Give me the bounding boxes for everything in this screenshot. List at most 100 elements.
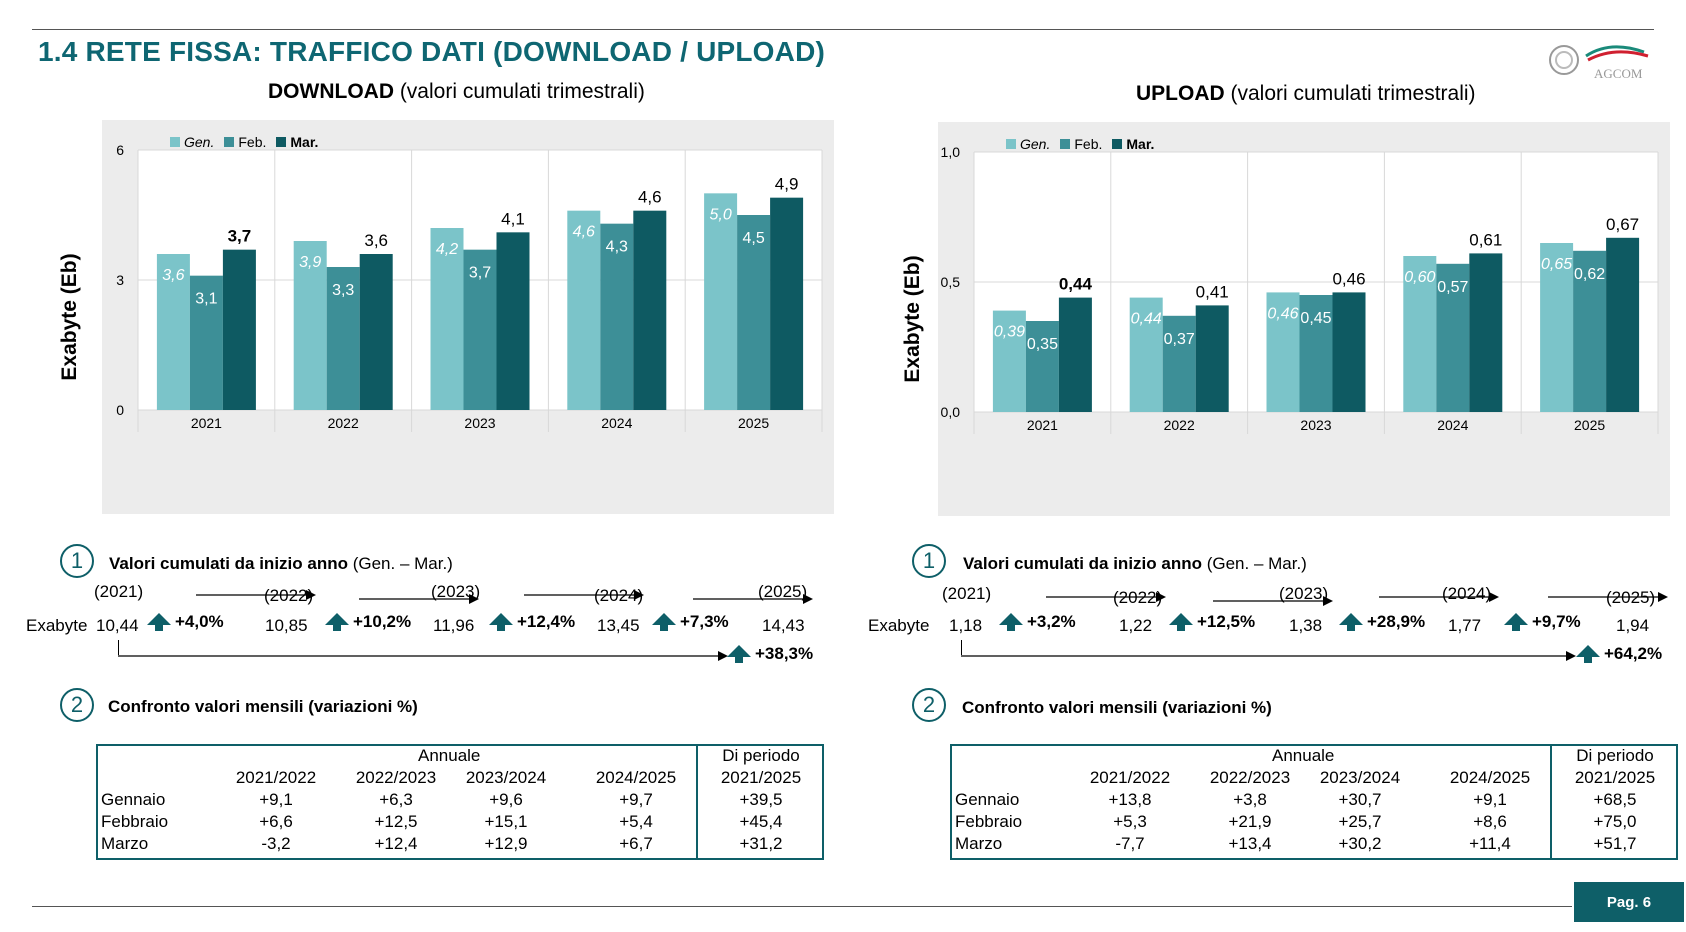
data-label: 0,39: [994, 324, 1025, 341]
bar-mar-2025: [1606, 237, 1640, 412]
agcom-logo: AGCOM: [1549, 45, 1649, 81]
bar-feb-2023: [463, 249, 497, 410]
upload-ylabel: Exabyte (Eb): [901, 255, 924, 383]
bar-feb-2021: [189, 275, 223, 410]
download-section1-title: Valori cumulati da inizio anno (Gen. – M…: [109, 554, 453, 573]
data-label: 0,62: [1574, 266, 1605, 283]
right-arrow-icon: [196, 590, 316, 600]
table-cell: +51,7: [1593, 834, 1637, 853]
upload-change: +12,5%: [1168, 612, 1255, 632]
bar-mar-2024: [1469, 253, 1503, 412]
table-cell: +13,4: [1228, 834, 1272, 853]
upload-subtitle: UPLOAD (valori cumulati trimestrali): [1136, 82, 1476, 105]
legend-swatch-gen: [1006, 139, 1016, 149]
table-cell: +6,7: [619, 834, 653, 853]
change-value: +4,0%: [175, 612, 224, 631]
bar-gen-2024: [1403, 256, 1437, 412]
bar-mar-2021: [1058, 297, 1092, 412]
download-value: 11,96: [433, 616, 475, 635]
y-tick-label: 0: [116, 402, 124, 418]
table-cell: +5,3: [1113, 812, 1147, 831]
row-label: Gennaio: [101, 790, 166, 809]
data-label: 3,1: [195, 291, 217, 308]
x-tick-label: 2022: [328, 415, 359, 431]
legend-swatch-mar: [276, 137, 287, 147]
data-label: 3,6: [162, 267, 184, 284]
data-label: 0,44: [1131, 311, 1162, 328]
data-label: 3,7: [228, 227, 252, 246]
download-value: 10,85: [265, 616, 308, 635]
right-arrow-icon: [118, 651, 728, 661]
download-subtitle: DOWNLOAD (valori cumulati trimestrali): [268, 80, 645, 103]
download-value: 10,44: [96, 616, 139, 635]
table-cell: +8,6: [1473, 812, 1507, 831]
upload-yearly-arrow: [1213, 594, 1333, 612]
column-header: 2023/2024: [1319, 768, 1401, 787]
total-change-value: +64,2%: [1604, 644, 1663, 663]
upload-legend: Gen. Feb. Mar.: [1006, 136, 1154, 152]
download-value: 13,45: [597, 616, 640, 635]
table-cell: +12,5: [374, 812, 418, 831]
page-number: Pag. 6: [1574, 882, 1684, 922]
row-label: Febbraio: [955, 812, 1023, 831]
upload-year-label: (2023): [1279, 584, 1329, 603]
section1-number-download: 1: [60, 544, 94, 578]
upload-value: 1,38: [1289, 616, 1323, 635]
download-total-change: +38,3%: [726, 644, 813, 664]
y-tick-label: 3: [116, 272, 124, 288]
column-header: 2021/2022: [235, 768, 317, 787]
upload-change: +9,7%: [1503, 612, 1581, 632]
table-cell: +9,1: [259, 790, 293, 809]
right-arrow-icon: [1213, 596, 1333, 606]
data-label: 0,44: [1059, 275, 1093, 294]
table-cell: +5,4: [619, 812, 653, 831]
bar-mar-2024: [633, 210, 667, 410]
download-yearly-arrow: [359, 592, 479, 610]
bar-gen-2025: [704, 193, 738, 410]
change-value: +9,7%: [1532, 612, 1581, 631]
column-header: 2024/2025: [595, 768, 677, 787]
data-label: 0,60: [1404, 269, 1435, 286]
bar-mar-2023: [1332, 292, 1366, 412]
table-cell: +12,4: [374, 834, 418, 853]
period-divider: [1550, 746, 1552, 858]
data-label: 4,5: [742, 230, 764, 247]
upload-change: +3,2%: [998, 612, 1076, 632]
bar-mar-2025: [770, 197, 804, 410]
upload-flow: [0, 0, 1, 1]
bar-gen-2021: [156, 254, 190, 410]
bottom-rule: [32, 906, 1572, 907]
table-cell: +13,8: [1108, 790, 1152, 809]
up-arrow-icon: [1339, 613, 1363, 631]
table-cell: +25,7: [1338, 812, 1382, 831]
legend-label-gen: Gen.: [184, 134, 215, 150]
table-cell: -3,2: [261, 834, 291, 853]
table-cell: +68,5: [1593, 790, 1637, 809]
upload-section2-title: Confronto valori mensili (variazioni %): [962, 698, 1272, 717]
download-comparison-table: Annuale Di periodo 2021/2022 2022/2023 2023/…: [96, 744, 824, 860]
bar-gen-2021: [992, 310, 1026, 412]
data-label: 5,0: [709, 206, 731, 223]
upload-row-label: Exabyte: [868, 616, 930, 635]
right-arrow-icon: [1548, 592, 1668, 602]
right-arrow-icon: [693, 594, 813, 604]
x-tick-label: 2024: [1437, 417, 1468, 433]
upload-change: +28,9%: [1338, 612, 1425, 632]
section1-number-upload: 1: [912, 544, 946, 578]
row-label: Febbraio: [101, 812, 169, 831]
table-cell: +11,4: [1469, 834, 1511, 853]
bar-feb-2023: [1299, 295, 1333, 412]
bar-gen-2023: [1266, 292, 1300, 412]
up-arrow-icon: [147, 613, 171, 631]
right-arrow-icon: [524, 590, 644, 600]
table-cell: +30,2: [1338, 834, 1382, 853]
data-label: 0,41: [1196, 282, 1229, 301]
right-arrow-icon: [1046, 592, 1166, 602]
bar-feb-2022: [1162, 315, 1196, 412]
row-label: Marzo: [101, 834, 149, 853]
download-year-label: (2021): [94, 582, 144, 601]
data-label: 3,9: [299, 254, 321, 271]
change-value: +12,5%: [1197, 612, 1256, 631]
download-change: +7,3%: [651, 612, 729, 632]
data-label: 0,65: [1541, 256, 1572, 273]
